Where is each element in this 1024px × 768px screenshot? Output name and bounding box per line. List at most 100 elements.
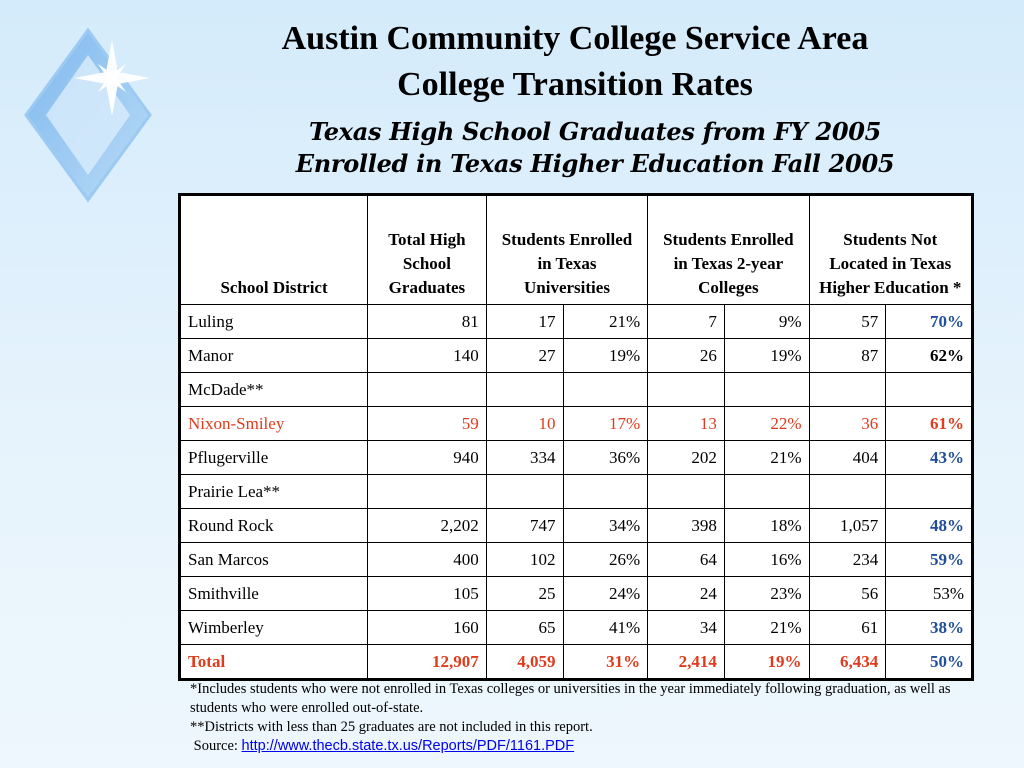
cell-college-pct: [723, 372, 810, 407]
cell-not-located-pct: 61%: [885, 406, 973, 441]
cell-total: 81: [367, 304, 487, 339]
header-not-located: Students Not Located in Texas Higher Edu…: [808, 194, 974, 305]
cell-total: 160: [367, 610, 487, 645]
cell-univ-count: 10: [485, 406, 564, 441]
cell-district: San Marcos: [178, 542, 369, 577]
cell-not-located-count: 1,057: [808, 508, 887, 543]
cell-univ-count: 65: [485, 610, 564, 645]
cell-not-located-pct: 50%: [885, 644, 973, 680]
cell-not-located-count: [808, 474, 887, 509]
cell-univ-count: 102: [485, 542, 564, 577]
cell-not-located-pct: 38%: [885, 610, 973, 645]
cell-not-located-pct: [885, 474, 973, 509]
table-total-row: Total 12,907 4,059 31% 2,414 19% 6,434 5…: [178, 644, 973, 680]
source-link[interactable]: http://www.thecb.state.tx.us/Reports/PDF…: [241, 738, 575, 754]
table-row: Pflugerville 940 334 36% 202 21% 404 43%: [178, 440, 973, 475]
cell-not-located-count: [808, 372, 887, 407]
header-school-district: School District: [178, 194, 369, 305]
cell-college-pct: 21%: [723, 440, 810, 475]
transition-rates-table: School District Total High School Gradua…: [178, 193, 974, 681]
cell-college-pct: 21%: [723, 610, 810, 645]
cell-college-count: 202: [647, 440, 725, 475]
cell-district: Smithville: [178, 576, 369, 611]
cell-univ-count: 27: [485, 338, 564, 373]
cell-college-count: [647, 474, 725, 509]
cell-not-located-count: 57: [808, 304, 887, 339]
header-universities: Students Enrolled in Texas Universities: [485, 194, 649, 305]
cell-college-pct: 19%: [723, 338, 810, 373]
cell-total: [367, 474, 487, 509]
cell-not-located-pct: 70%: [885, 304, 973, 339]
title-line-2: College Transition Rates: [397, 66, 753, 103]
cell-not-located-count: 234: [808, 542, 887, 577]
cell-total: 400: [367, 542, 487, 577]
table-header-row: School District Total High School Gradua…: [178, 194, 974, 305]
cell-not-located-count: 61: [808, 610, 887, 645]
cell-college-pct: 23%: [723, 576, 810, 611]
cell-college-count: [647, 372, 725, 407]
cell-univ-pct: 24%: [562, 576, 649, 611]
page-title: Austin Community College Service Area Co…: [190, 16, 960, 108]
cell-district: Total: [178, 644, 369, 680]
cell-not-located-count: 87: [808, 338, 887, 373]
cell-district: Nixon-Smiley: [178, 406, 369, 441]
cell-univ-count: 334: [485, 440, 564, 475]
cell-total: 12,907: [367, 644, 487, 680]
cell-total: [367, 372, 487, 407]
footnote-small-districts: **Districts with less than 25 graduates …: [190, 719, 593, 735]
cell-college-count: 24: [647, 576, 725, 611]
cell-district: McDade**: [178, 372, 369, 407]
header-2yr-colleges: Students Enrolled in Texas 2-year Colleg…: [647, 194, 810, 305]
cell-not-located-count: 6,434: [808, 644, 887, 680]
table-row: McDade**: [178, 372, 973, 407]
subtitle-line-2: Enrolled in Texas Higher Education Fall …: [295, 149, 895, 178]
cell-college-pct: 22%: [723, 406, 810, 441]
cell-univ-pct: 19%: [562, 338, 649, 373]
cell-college-count: 13: [647, 406, 725, 441]
cell-total: 59: [367, 406, 487, 441]
table-row: Smithville 105 25 24% 24 23% 56 53%: [178, 576, 973, 611]
cell-college-pct: 9%: [723, 304, 810, 339]
cell-total: 940: [367, 440, 487, 475]
cell-college-pct: 19%: [723, 644, 810, 680]
table-row: Luling 81 17 21% 7 9% 57 70%: [178, 304, 973, 339]
cell-not-located-count: 36: [808, 406, 887, 441]
cell-not-located-pct: 59%: [885, 542, 973, 577]
cell-univ-pct: 21%: [562, 304, 649, 339]
table-row: Prairie Lea**: [178, 474, 973, 509]
cell-univ-count: 25: [485, 576, 564, 611]
cell-college-count: 34: [647, 610, 725, 645]
cell-univ-pct: 36%: [562, 440, 649, 475]
cell-total: 2,202: [367, 508, 487, 543]
cell-college-count: 26: [647, 338, 725, 373]
table-row: Wimberley 160 65 41% 34 21% 61 38%: [178, 610, 973, 645]
cell-total: 140: [367, 338, 487, 373]
cell-college-count: 7: [647, 304, 725, 339]
cell-district: Luling: [178, 304, 369, 339]
cell-college-pct: 18%: [723, 508, 810, 543]
cell-univ-pct: 34%: [562, 508, 649, 543]
cell-not-located-count: 404: [808, 440, 887, 475]
subtitle-line-1: Texas High School Graduates from FY 2005: [308, 117, 882, 146]
cell-district: Manor: [178, 338, 369, 373]
table-row: Round Rock 2,202 747 34% 398 18% 1,057 4…: [178, 508, 973, 543]
cell-univ-pct: 31%: [562, 644, 649, 680]
cell-college-count: 398: [647, 508, 725, 543]
cell-college-pct: 16%: [723, 542, 810, 577]
cell-univ-count: 17: [485, 304, 564, 339]
cell-not-located-count: 56: [808, 576, 887, 611]
header-total-graduates: Total High School Graduates: [367, 194, 487, 305]
table-row-highlighted: Nixon-Smiley 59 10 17% 13 22% 36 61%: [178, 406, 973, 441]
cell-college-pct: [723, 474, 810, 509]
cell-not-located-pct: 48%: [885, 508, 973, 543]
cell-district: Pflugerville: [178, 440, 369, 475]
cell-college-count: 2,414: [647, 644, 725, 680]
cell-univ-count: [485, 372, 564, 407]
cell-total: 105: [367, 576, 487, 611]
page-subtitle: Texas High School Graduates from FY 2005…: [190, 116, 1000, 180]
cell-not-located-pct: 43%: [885, 440, 973, 475]
cell-district: Wimberley: [178, 610, 369, 645]
source-line: Source: http://www.thecb.state.tx.us/Rep…: [190, 737, 990, 756]
footnote-not-located: *Includes students who were not enrolled…: [190, 681, 951, 716]
table-row: Manor 140 27 19% 26 19% 87 62%: [178, 338, 973, 373]
